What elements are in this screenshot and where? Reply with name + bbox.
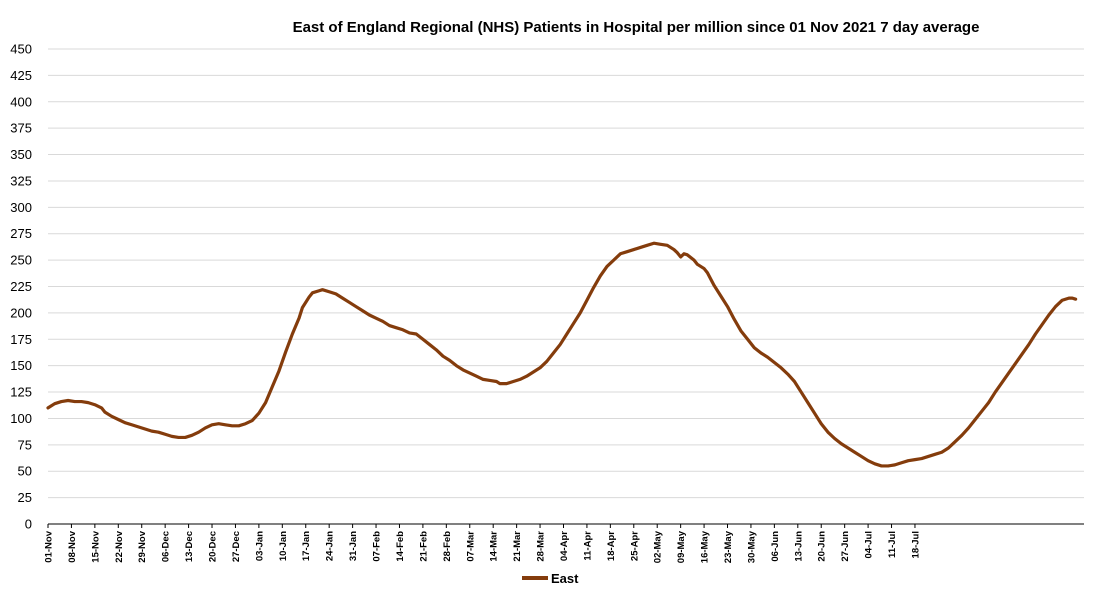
x-tick-label: 08-Nov xyxy=(67,530,78,562)
y-tick-label: 425 xyxy=(10,68,32,83)
x-tick-label: 02-May xyxy=(653,530,664,563)
y-tick-label: 375 xyxy=(10,121,32,136)
x-tick-label: 10-Jan xyxy=(278,531,289,561)
y-tick-label: 150 xyxy=(10,358,32,373)
x-tick-label: 27-Jun xyxy=(840,531,851,562)
y-tick-label: 125 xyxy=(10,385,32,400)
x-tick-label: 23-May xyxy=(723,530,734,563)
x-tick-label: 28-Feb xyxy=(442,531,453,562)
x-tick-label: 18-Apr xyxy=(606,531,617,561)
x-tick-label: 04-Apr xyxy=(559,531,570,561)
x-tick-label: 14-Feb xyxy=(395,531,406,562)
x-tick-label: 20-Jun xyxy=(817,531,828,562)
x-tick-label: 20-Dec xyxy=(208,531,219,562)
x-tick-label: 04-Jul xyxy=(864,531,875,558)
x-tick-label: 07-Feb xyxy=(372,531,383,562)
x-tick-label: 21-Feb xyxy=(418,531,429,562)
x-tick-label: 07-Mar xyxy=(465,531,476,562)
x-tick-label: 30-May xyxy=(746,530,757,563)
y-tick-label: 0 xyxy=(25,517,32,532)
x-tick-label: 06-Dec xyxy=(161,531,172,562)
y-tick-label: 325 xyxy=(10,173,32,188)
x-tick-label: 13-Jun xyxy=(793,531,804,562)
x-tick-label: 22-Nov xyxy=(114,530,125,562)
series-line-east xyxy=(46,241,1078,468)
y-tick-label: 200 xyxy=(10,305,32,320)
x-tick-label: 27-Dec xyxy=(231,531,242,562)
x-tick-label: 13-Dec xyxy=(184,531,195,562)
x-axis-ticks: 01-Nov 08-Nov 15-Nov 22-Nov 29-Nov 06-Dec 13-D… xyxy=(44,524,921,563)
x-tick-label: 15-Nov xyxy=(90,530,101,562)
y-tick-label: 25 xyxy=(18,490,32,505)
x-tick-label: 03-Jan xyxy=(254,531,265,561)
y-tick-label: 350 xyxy=(10,147,32,162)
gridlines xyxy=(48,48,1084,499)
x-tick-label: 11-Jul xyxy=(887,531,898,558)
y-tick-label: 300 xyxy=(10,200,32,215)
legend: East xyxy=(522,571,579,586)
x-tick-label: 25-Apr xyxy=(629,531,640,561)
y-tick-label: 50 xyxy=(18,464,32,479)
x-tick-label: 17-Jan xyxy=(301,531,312,561)
y-tick-label: 225 xyxy=(10,279,32,294)
x-tick-label: 09-May xyxy=(676,530,687,563)
y-tick-label: 75 xyxy=(18,437,32,452)
legend-label-east: East xyxy=(551,571,579,586)
x-tick-label: 16-May xyxy=(700,530,711,563)
x-tick-label: 11-Apr xyxy=(582,531,593,561)
x-tick-label: 14-Mar xyxy=(489,531,500,562)
x-tick-label: 28-Mar xyxy=(536,531,547,562)
series-lines xyxy=(46,241,1078,468)
y-tick-label: 175 xyxy=(10,332,32,347)
chart-title: East of England Regional (NHS) Patients … xyxy=(293,19,980,36)
y-tick-label: 450 xyxy=(10,42,32,57)
x-tick-label: 01-Nov xyxy=(44,530,55,562)
x-tick-label: 06-Jun xyxy=(770,531,781,562)
x-tick-label: 21-Mar xyxy=(512,531,523,562)
x-tick-label: 24-Jan xyxy=(325,531,336,561)
x-tick-label: 18-Jul xyxy=(910,531,921,558)
y-axis-ticks: 0 25 50 75 100 125 150 175 200 225 250 275 300 325 350… xyxy=(10,42,32,532)
y-tick-label: 275 xyxy=(10,226,32,241)
y-tick-label: 400 xyxy=(10,94,32,109)
x-tick-label: 31-Jan xyxy=(348,531,359,561)
x-tick-label: 29-Nov xyxy=(137,530,148,562)
y-tick-label: 100 xyxy=(10,411,32,426)
y-tick-label: 250 xyxy=(10,253,32,268)
